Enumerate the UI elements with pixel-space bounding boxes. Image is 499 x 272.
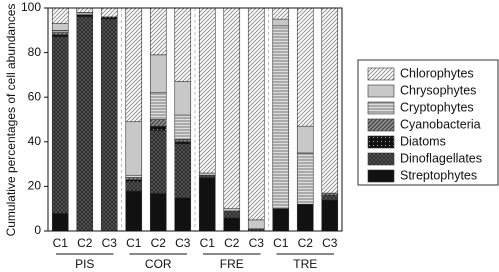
bar-segment (272, 208, 290, 232)
bar-segment (296, 125, 314, 154)
bar-segment (198, 177, 216, 232)
bar-segment (174, 114, 192, 140)
bar-segment (76, 12, 94, 15)
legend-text: Chrysophytes (400, 83, 476, 97)
bar-segment (51, 7, 69, 24)
bar-segment (125, 190, 143, 232)
legend-text: Diatoms (400, 134, 446, 148)
x-tick-label: C3 (249, 236, 265, 250)
x-tick-label: C1 (126, 236, 142, 250)
bar-segment (198, 174, 216, 178)
bar-segment (247, 7, 265, 221)
legend-text: Dinoflagellates (400, 151, 482, 165)
bar-segment (76, 14, 94, 18)
y-tick-label: 20 (28, 179, 42, 193)
bar-segment (174, 141, 192, 145)
bar-segment (174, 197, 192, 232)
x-tick-label: C3 (322, 236, 338, 250)
legend-swatch (367, 67, 395, 81)
bar-segment (51, 29, 69, 33)
x-tick-label: C1 (200, 236, 216, 250)
bar-segment (149, 130, 167, 194)
bar-segment (223, 208, 241, 212)
legend-swatch (367, 101, 395, 115)
bar-segment (149, 192, 167, 232)
x-tick-label: C3 (102, 236, 118, 250)
bar-segment (198, 172, 216, 176)
y-tick-label: 100 (21, 0, 41, 14)
bar-segment (272, 7, 290, 20)
group-label: COR (145, 257, 172, 271)
legend-swatch (367, 135, 395, 149)
legend-swatch (367, 169, 395, 183)
bar-segment (247, 219, 265, 230)
plot-frame (47, 7, 343, 232)
bar-segment (125, 7, 143, 123)
x-tick-label: C2 (77, 236, 93, 250)
legend-text: Cyanobacteria (400, 117, 481, 131)
y-tick-label: 80 (28, 45, 42, 59)
bar-segment (149, 92, 167, 120)
bar-segment (223, 210, 241, 218)
bar-segment (321, 195, 339, 201)
bar-segment (223, 7, 241, 209)
bar-segment (51, 23, 69, 31)
bar-segment (76, 7, 94, 13)
bar-segment (125, 177, 143, 181)
legend-text: Cryptophytes (400, 100, 474, 114)
legend-text: Chlorophytes (400, 66, 474, 80)
bar-segment (149, 125, 167, 131)
bar-segment (223, 217, 241, 232)
y-axis-label: Cumulative percentages of cell abundance… (4, 4, 18, 237)
group-label: TRE (293, 257, 317, 271)
bar-segment (125, 121, 143, 176)
bar-segment (125, 174, 143, 178)
bar-segment (174, 143, 192, 198)
bar-segment (296, 152, 314, 205)
bar-segment (125, 179, 143, 183)
y-tick-label: 60 (28, 89, 42, 103)
x-tick-label: C1 (53, 236, 69, 250)
x-tick-label: C2 (298, 236, 314, 250)
group-label: PIS (75, 257, 94, 271)
bar-segment (321, 199, 339, 232)
bar-segment (174, 139, 192, 143)
bar-segment (321, 192, 339, 196)
bar-segment (76, 16, 94, 232)
bar-segment (198, 7, 216, 174)
bar-segment (321, 7, 339, 194)
bar-segment (149, 7, 167, 56)
x-tick-label: C1 (273, 236, 289, 250)
legend-swatch (367, 152, 395, 166)
bar-segment (51, 212, 69, 232)
bar-segment (174, 7, 192, 82)
x-tick-label: C2 (151, 236, 167, 250)
bar-segment (272, 25, 290, 210)
bar-segment (149, 54, 167, 94)
x-tick-label: C2 (224, 236, 240, 250)
y-tick-label: 40 (28, 134, 42, 148)
bar-segment (296, 7, 314, 127)
legend-text: Streptophytes (400, 168, 477, 182)
group-label: FRE (220, 257, 244, 271)
bar-segment (51, 34, 69, 38)
x-tick-label: C3 (175, 236, 191, 250)
bar-segment (125, 181, 143, 192)
legend-swatch (367, 118, 395, 132)
bar-segment (100, 7, 118, 18)
bar-segment (296, 203, 314, 232)
bar-segment (272, 18, 290, 27)
bar-segment (100, 18, 118, 232)
bar-segment (51, 32, 69, 36)
bar-segment (100, 16, 118, 20)
bar-segment (51, 36, 69, 214)
bar-segment (149, 119, 167, 127)
legend-swatch (367, 84, 395, 98)
y-tick-label: 0 (34, 223, 41, 237)
bar-segment (174, 81, 192, 116)
